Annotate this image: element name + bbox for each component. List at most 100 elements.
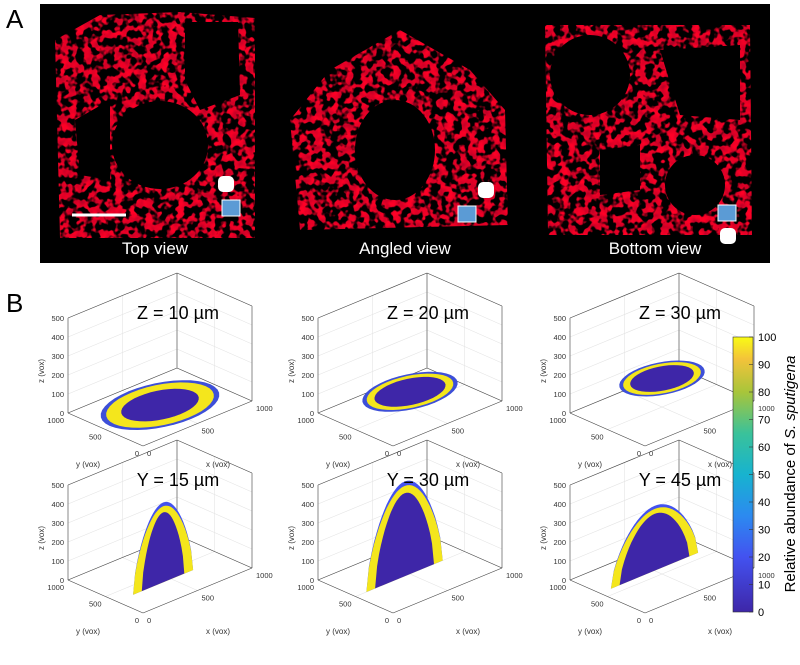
axis-line <box>569 439 680 486</box>
z-tick-label: 100 <box>301 557 314 566</box>
colorbar-tick-label: 0 <box>758 607 764 619</box>
y-tick-label: 0 <box>135 449 139 458</box>
x-tick-label: 1000 <box>256 571 273 580</box>
z-tick-label: 300 <box>553 352 566 361</box>
scatter-core <box>619 512 690 586</box>
y-tick-label: 500 <box>591 600 604 609</box>
x-axis-label: x (vox) <box>456 460 480 469</box>
z-tick-label: 0 <box>60 576 64 585</box>
y-tick-label: 1000 <box>47 416 64 425</box>
y-tick-label: 1000 <box>549 583 566 592</box>
y-axis-label: y (vox) <box>76 460 100 469</box>
x-tick-label: 0 <box>649 449 653 458</box>
x-tick-label: 0 <box>147 616 151 625</box>
axis-line <box>317 439 428 486</box>
z-tick-label: 400 <box>301 333 314 342</box>
z-axis-label: z (vox) <box>37 359 46 383</box>
z-axis-label: z (vox) <box>287 526 296 550</box>
x-axis-label: x (vox) <box>708 460 732 469</box>
plot-title: Y = 15 µm <box>137 470 220 490</box>
axis-line <box>317 412 394 447</box>
y-tick-label: 1000 <box>297 583 314 592</box>
view-caption: Top view <box>122 239 189 258</box>
axis-line <box>426 439 503 474</box>
axis-line <box>142 400 253 447</box>
z-tick-label: 100 <box>301 390 314 399</box>
x-tick-label: 500 <box>452 594 465 603</box>
y-tick-label: 500 <box>89 600 102 609</box>
z-tick-label: 200 <box>553 538 566 547</box>
z-tick-label: 400 <box>553 500 566 509</box>
z-tick-label: 300 <box>553 519 566 528</box>
z-tick-label: 0 <box>562 576 566 585</box>
colorbar-tick-label: 30 <box>758 525 770 537</box>
y-tick-label: 1000 <box>47 583 64 592</box>
plot-title: Z = 10 µm <box>137 303 219 323</box>
z-tick-label: 500 <box>301 481 314 490</box>
y-tick-label: 500 <box>591 433 604 442</box>
y-tick-label: 0 <box>385 616 389 625</box>
axis-line <box>67 579 144 614</box>
colorbar-tick-label: 70 <box>758 415 770 427</box>
z-tick-label: 0 <box>60 409 64 418</box>
x-tick-label: 500 <box>452 427 465 436</box>
x-tick-label: 500 <box>202 594 215 603</box>
z-tick-label: 200 <box>301 538 314 547</box>
y-axis-label: y (vox) <box>326 460 350 469</box>
y-axis-label: y (vox) <box>326 627 350 636</box>
camera-icons <box>218 176 737 244</box>
axis-line <box>176 534 253 569</box>
z-tick-label: 200 <box>301 371 314 380</box>
micrograph-bottom <box>545 25 752 235</box>
z-tick-label: 500 <box>553 481 566 490</box>
z-tick-label: 400 <box>301 500 314 509</box>
axis-line <box>392 400 503 447</box>
colorbar-tick-label: 60 <box>758 442 770 454</box>
scatter-core <box>121 388 199 422</box>
y-tick-label: 500 <box>339 600 352 609</box>
x-tick-label: 1000 <box>506 571 523 580</box>
axis-line <box>67 367 178 414</box>
y-tick-label: 1000 <box>549 416 566 425</box>
x-tick-label: 0 <box>397 449 401 458</box>
y-tick-label: 1000 <box>297 416 314 425</box>
z-tick-label: 400 <box>553 333 566 342</box>
plot-title: Y = 45 µm <box>639 470 722 490</box>
axis-line <box>569 579 646 614</box>
y-axis-label: y (vox) <box>76 627 100 636</box>
x-axis-label: x (vox) <box>708 627 732 636</box>
colorbar-tick-label: 80 <box>758 387 770 399</box>
y-tick-label: 0 <box>637 616 641 625</box>
scatter-core <box>375 492 434 589</box>
z-axis-label: z (vox) <box>37 526 46 550</box>
x-tick-label: 0 <box>397 616 401 625</box>
axis-line <box>678 272 755 307</box>
x-tick-label: 500 <box>202 427 215 436</box>
grid-line <box>624 390 700 424</box>
y-tick-label: 500 <box>339 433 352 442</box>
z-tick-label: 0 <box>562 409 566 418</box>
x-tick-label: 1000 <box>256 404 273 413</box>
scatter-core <box>630 365 694 392</box>
colorbar-tick-label: 90 <box>758 360 770 372</box>
colorbar-ticks: 0 10 20 30 40 50 60 70 80 90 100 <box>749 332 776 619</box>
z-tick-label: 0 <box>310 576 314 585</box>
axis-line <box>142 567 253 614</box>
scatter-core <box>141 512 185 592</box>
colorbar-label-text: Relative abundance of <box>782 442 799 592</box>
axis-line <box>176 367 253 402</box>
z-axis-label: z (vox) <box>287 359 296 383</box>
micrograph-top <box>55 12 255 238</box>
z-tick-label: 200 <box>51 371 64 380</box>
z-tick-label: 200 <box>553 371 566 380</box>
view-caption: Angled view <box>359 239 451 258</box>
scatter-core <box>374 376 446 407</box>
axis-line <box>317 579 394 614</box>
z-tick-label: 100 <box>51 557 64 566</box>
axis-line <box>67 439 178 486</box>
z-tick-label: 100 <box>553 390 566 399</box>
colorbar-tick-label: 40 <box>758 497 770 509</box>
